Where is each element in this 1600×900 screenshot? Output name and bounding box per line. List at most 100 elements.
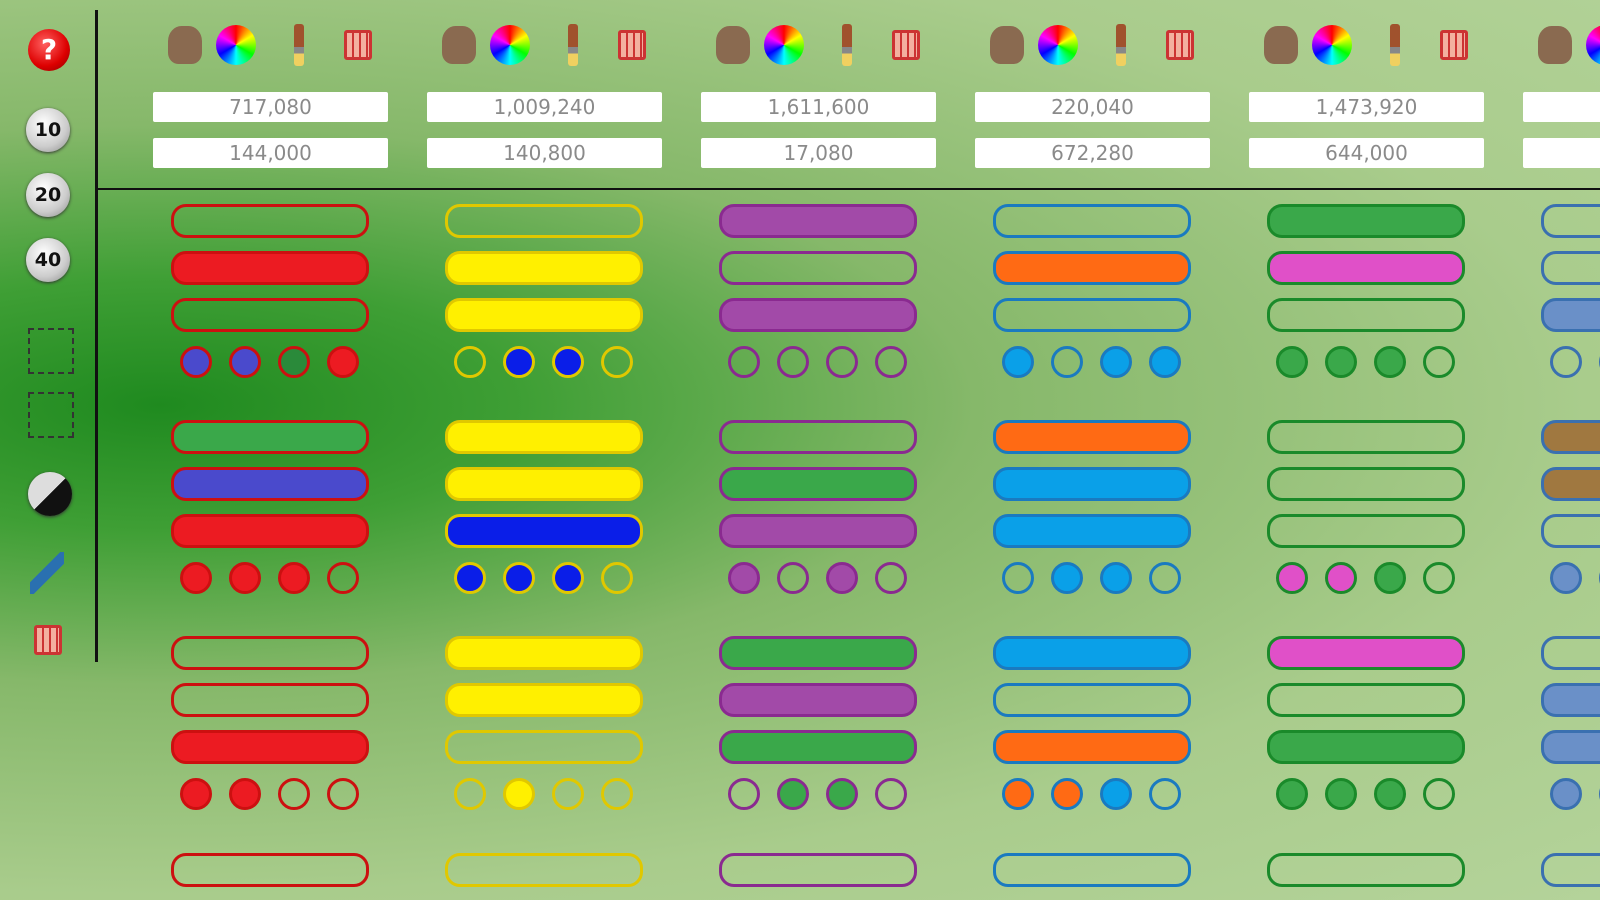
peg-bar[interactable] bbox=[1541, 420, 1600, 454]
peg-dot[interactable] bbox=[1374, 346, 1406, 378]
peg-bar[interactable] bbox=[445, 853, 643, 887]
peg-bar[interactable] bbox=[993, 420, 1191, 454]
peg-dot[interactable] bbox=[1325, 778, 1357, 810]
peg-bar[interactable] bbox=[445, 467, 643, 501]
peg-bar[interactable] bbox=[993, 636, 1191, 670]
peg-dot[interactable] bbox=[875, 778, 907, 810]
peg-dot[interactable] bbox=[1051, 346, 1083, 378]
peg-bar[interactable] bbox=[1541, 730, 1600, 764]
peg-bar[interactable] bbox=[445, 204, 643, 238]
select-tool[interactable] bbox=[28, 392, 74, 438]
peg-dot[interactable] bbox=[327, 562, 359, 594]
peg-bar[interactable] bbox=[719, 636, 917, 670]
peg-dot[interactable] bbox=[728, 346, 760, 378]
peg-dot[interactable] bbox=[826, 562, 858, 594]
peg-bar[interactable] bbox=[171, 730, 369, 764]
peg-bar[interactable] bbox=[993, 514, 1191, 548]
peg-dot[interactable] bbox=[1374, 562, 1406, 594]
brush-icon[interactable] bbox=[294, 24, 304, 66]
peg-dot[interactable] bbox=[180, 778, 212, 810]
delete-icon[interactable] bbox=[618, 30, 646, 60]
peg-bar[interactable] bbox=[1267, 420, 1465, 454]
peg-dot[interactable] bbox=[1374, 778, 1406, 810]
peg-dot[interactable] bbox=[1149, 778, 1181, 810]
peg-dot[interactable] bbox=[1325, 346, 1357, 378]
peg-dot[interactable] bbox=[601, 778, 633, 810]
peg-bar[interactable] bbox=[171, 298, 369, 332]
peg-bar[interactable] bbox=[1267, 683, 1465, 717]
peg-bar[interactable] bbox=[993, 251, 1191, 285]
peg-bar[interactable] bbox=[1267, 730, 1465, 764]
animal-icon[interactable] bbox=[442, 26, 476, 64]
peg-dot[interactable] bbox=[601, 346, 633, 378]
peg-bar[interactable] bbox=[719, 204, 917, 238]
peg-bar[interactable] bbox=[1541, 251, 1600, 285]
peg-bar[interactable] bbox=[719, 298, 917, 332]
peg-bar[interactable] bbox=[171, 514, 369, 548]
peg-dot[interactable] bbox=[552, 562, 584, 594]
peg-bar[interactable] bbox=[1541, 636, 1600, 670]
peg-dot[interactable] bbox=[229, 346, 261, 378]
peg-dot[interactable] bbox=[1423, 778, 1455, 810]
peg-dot[interactable] bbox=[777, 346, 809, 378]
peg-dot[interactable] bbox=[875, 562, 907, 594]
peg-bar[interactable] bbox=[719, 853, 917, 887]
peg-dot[interactable] bbox=[875, 346, 907, 378]
peg-dot[interactable] bbox=[278, 778, 310, 810]
peg-bar[interactable] bbox=[719, 251, 917, 285]
peg-dot[interactable] bbox=[503, 778, 535, 810]
peg-bar[interactable] bbox=[445, 730, 643, 764]
peg-bar[interactable] bbox=[1267, 853, 1465, 887]
animal-icon[interactable] bbox=[1264, 26, 1298, 64]
peg-bar[interactable] bbox=[719, 514, 917, 548]
peg-dot[interactable] bbox=[1051, 562, 1083, 594]
peg-bar[interactable] bbox=[171, 683, 369, 717]
animal-icon[interactable] bbox=[1538, 26, 1572, 64]
peg-bar[interactable] bbox=[445, 514, 643, 548]
peg-bar[interactable] bbox=[1541, 467, 1600, 501]
peg-bar[interactable] bbox=[1267, 251, 1465, 285]
peg-dot[interactable] bbox=[1550, 562, 1582, 594]
peg-bar[interactable] bbox=[719, 420, 917, 454]
peg-dot[interactable] bbox=[1423, 346, 1455, 378]
peg-dot[interactable] bbox=[454, 346, 486, 378]
peg-dot[interactable] bbox=[1100, 562, 1132, 594]
peg-dot[interactable] bbox=[1100, 778, 1132, 810]
peg-dot[interactable] bbox=[180, 346, 212, 378]
peg-bar[interactable] bbox=[171, 420, 369, 454]
contrast-button[interactable] bbox=[28, 472, 72, 516]
peg-dot[interactable] bbox=[1100, 346, 1132, 378]
color-wheel[interactable] bbox=[1038, 25, 1078, 65]
peg-bar[interactable] bbox=[993, 853, 1191, 887]
color-wheel[interactable] bbox=[1312, 25, 1352, 65]
color-wheel[interactable] bbox=[216, 25, 256, 65]
peg-bar[interactable] bbox=[1267, 514, 1465, 548]
peg-dot[interactable] bbox=[777, 778, 809, 810]
delete-icon[interactable] bbox=[344, 30, 372, 60]
count-button[interactable]: 20 bbox=[26, 173, 70, 217]
peg-dot[interactable] bbox=[1550, 778, 1582, 810]
peg-bar[interactable] bbox=[719, 683, 917, 717]
animal-icon[interactable] bbox=[716, 26, 750, 64]
animal-icon[interactable] bbox=[990, 26, 1024, 64]
peg-dot[interactable] bbox=[1276, 562, 1308, 594]
peg-bar[interactable] bbox=[445, 420, 643, 454]
peg-dot[interactable] bbox=[1002, 778, 1034, 810]
peg-bar[interactable] bbox=[445, 251, 643, 285]
dropper-tool[interactable] bbox=[30, 552, 64, 594]
brush-icon[interactable] bbox=[842, 24, 852, 66]
peg-dot[interactable] bbox=[327, 346, 359, 378]
peg-dot[interactable] bbox=[1002, 562, 1034, 594]
peg-dot[interactable] bbox=[826, 778, 858, 810]
peg-bar[interactable] bbox=[171, 204, 369, 238]
peg-dot[interactable] bbox=[1149, 346, 1181, 378]
peg-dot[interactable] bbox=[1051, 778, 1083, 810]
color-wheel[interactable] bbox=[490, 25, 530, 65]
peg-dot[interactable] bbox=[728, 562, 760, 594]
peg-dot[interactable] bbox=[826, 346, 858, 378]
help-button[interactable]: ? bbox=[28, 29, 70, 71]
peg-dot[interactable] bbox=[278, 346, 310, 378]
peg-dot[interactable] bbox=[1325, 562, 1357, 594]
peg-bar[interactable] bbox=[171, 636, 369, 670]
peg-dot[interactable] bbox=[1002, 346, 1034, 378]
